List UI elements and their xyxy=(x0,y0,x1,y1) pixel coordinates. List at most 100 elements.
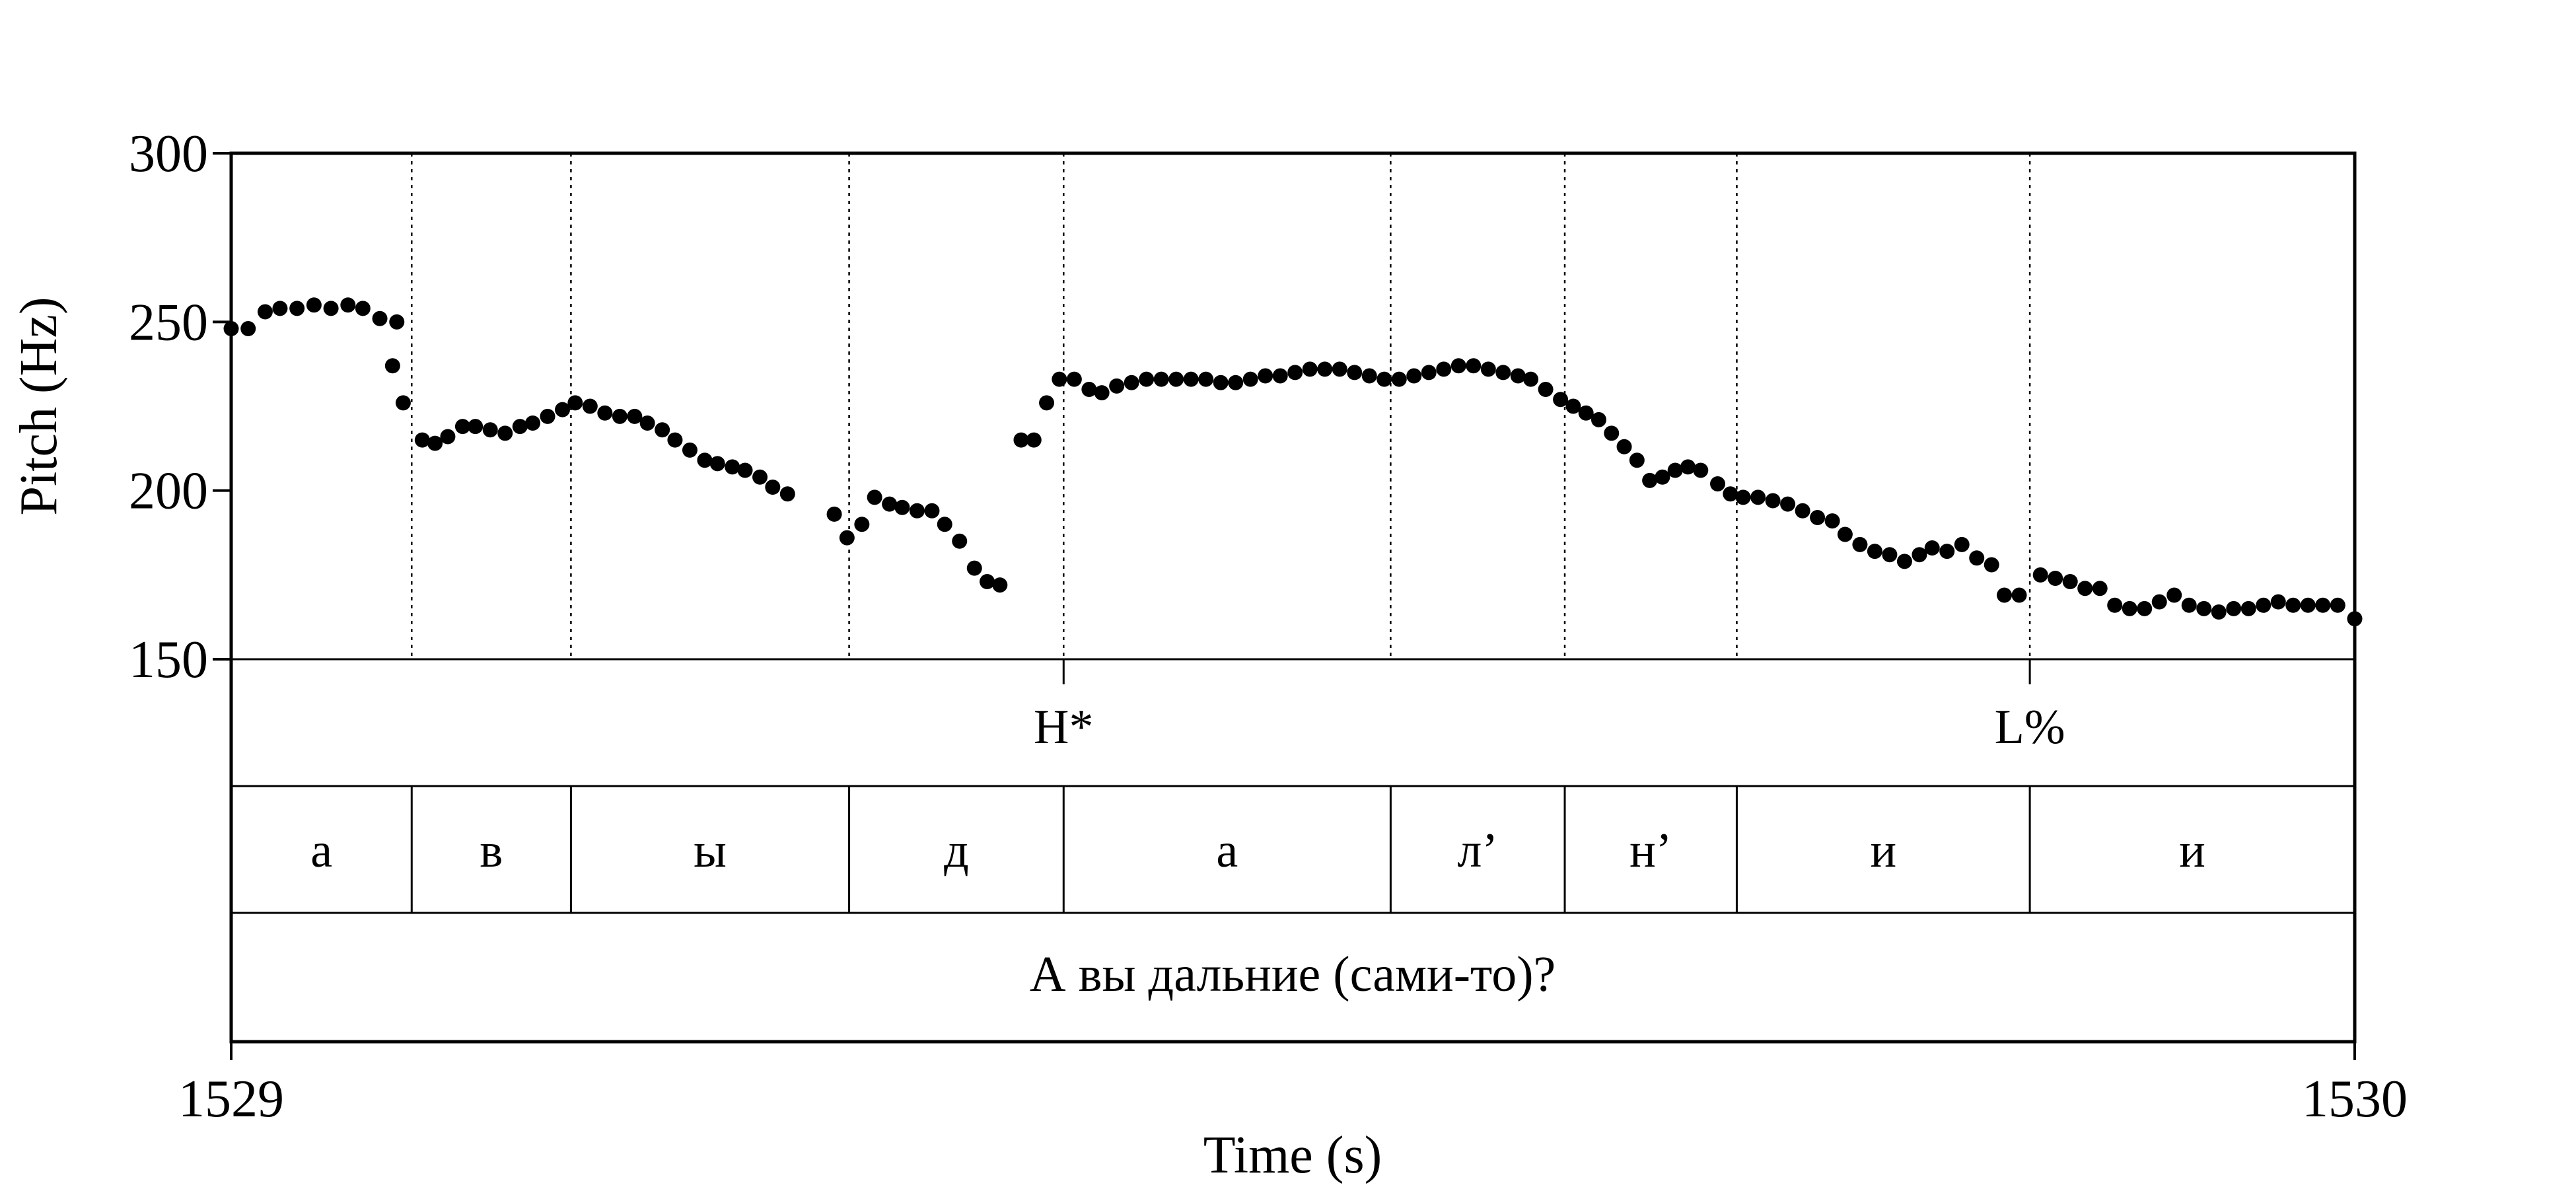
plot-area-border xyxy=(229,151,2357,1044)
pitch-point xyxy=(340,297,356,313)
pitch-point xyxy=(1052,371,1067,387)
x-tick-label: 1529 xyxy=(178,1070,284,1128)
pitch-point xyxy=(2211,604,2227,620)
segment-label: и xyxy=(1870,824,1896,878)
pitch-point xyxy=(1183,371,1199,387)
pitch-point xyxy=(1302,361,1318,377)
sentence-label: А вы дальние (сами-то)? xyxy=(1030,947,1556,1002)
pitch-point xyxy=(1153,371,1169,387)
pitch-point xyxy=(2048,570,2063,586)
x-axis-title: Time (s) xyxy=(1203,1126,1382,1184)
pitch-point xyxy=(882,496,898,512)
pitch-point xyxy=(1168,371,1184,387)
pitch-point xyxy=(2107,597,2123,613)
pitch-point xyxy=(1997,587,2013,603)
pitch-point xyxy=(1924,540,1940,556)
pitch-point xyxy=(779,486,795,502)
pitch-point xyxy=(854,517,870,532)
y-tick-label: 150 xyxy=(129,631,208,689)
y-axis-ticks: 300 250 200 150 xyxy=(129,125,231,689)
pitch-point xyxy=(1317,361,1333,377)
pitch-point xyxy=(1332,361,1347,377)
pitch-point xyxy=(482,422,498,438)
pitch-point xyxy=(1912,547,1927,563)
pitch-point xyxy=(1882,547,1898,563)
pitch-point xyxy=(2315,597,2331,613)
pitch-point xyxy=(2181,597,2197,613)
pitch-point xyxy=(752,469,768,485)
pitch-point xyxy=(1094,385,1110,401)
segment-label: и xyxy=(2179,824,2205,878)
pitch-point xyxy=(240,321,256,337)
segment-boundaries xyxy=(410,153,2031,913)
pitch-point xyxy=(737,462,753,478)
pitch-point xyxy=(1538,381,1554,397)
pitch-point xyxy=(2166,587,2182,603)
pitch-point xyxy=(2300,597,2316,613)
pitch-point xyxy=(468,419,483,435)
pitch-point xyxy=(1406,368,1422,384)
pitch-point xyxy=(2347,611,2363,627)
pitch-point xyxy=(1510,368,1526,384)
pitch-point xyxy=(839,530,855,546)
pitch-point xyxy=(1287,365,1303,380)
pitch-point xyxy=(2077,581,2093,596)
pitch-point xyxy=(1436,361,1452,377)
pitch-point xyxy=(1391,371,1407,387)
pitch-point xyxy=(1655,469,1670,485)
pitch-point xyxy=(1984,557,1999,573)
segment-label: н’ xyxy=(1629,824,1672,878)
pitch-point xyxy=(567,395,583,411)
pitch-point xyxy=(1750,489,1766,505)
pitch-point xyxy=(1837,526,1853,542)
x-tick-label: 1530 xyxy=(2302,1070,2408,1128)
chart-frame xyxy=(229,151,2357,1044)
pitch-point xyxy=(765,480,781,495)
pitch-point xyxy=(525,415,541,431)
pitch-point xyxy=(2011,587,2027,603)
tone-label: L% xyxy=(1995,700,2065,754)
pitch-point xyxy=(725,459,740,475)
pitch-point xyxy=(355,301,371,316)
pitch-point xyxy=(1710,476,1725,491)
pitch-point xyxy=(1693,462,1709,478)
pitch-point xyxy=(1896,554,1912,569)
pitch-point xyxy=(306,297,322,313)
pitch-point xyxy=(1013,432,1029,448)
pitch-points xyxy=(223,297,2363,627)
pitch-point xyxy=(582,398,598,414)
pitch-point xyxy=(1109,378,1125,394)
pitch-point xyxy=(1347,365,1363,380)
pitch-point xyxy=(497,425,513,441)
pitch-point xyxy=(395,395,411,411)
pitch-point xyxy=(909,503,925,519)
pitch-point xyxy=(454,419,470,435)
pitch-point xyxy=(1616,439,1632,454)
pitch-point xyxy=(2256,597,2272,613)
tone-tier: H* L% xyxy=(1034,659,2065,754)
pitch-point xyxy=(1421,365,1437,380)
pitch-point xyxy=(1723,486,1738,502)
segment-label: ы xyxy=(694,824,727,878)
tone-label: H* xyxy=(1034,700,1093,754)
pitch-point xyxy=(667,432,683,448)
pitch-point xyxy=(1578,405,1594,421)
pitch-point xyxy=(894,499,910,515)
pitch-point xyxy=(1242,371,1258,387)
pitch-point xyxy=(1026,432,1042,448)
pitch-point xyxy=(682,442,698,458)
pitch-point xyxy=(2285,597,2301,613)
pitch-point xyxy=(1198,371,1214,387)
y-axis-title: Pitch (Hz) xyxy=(10,297,68,515)
pitch-point xyxy=(2062,574,2078,590)
y-tick-label: 200 xyxy=(129,462,208,521)
segment-label: л’ xyxy=(1457,824,1498,878)
pitch-point xyxy=(1780,496,1796,512)
pitch-point xyxy=(1795,503,1810,519)
pitch-point xyxy=(924,503,940,519)
pitch-point xyxy=(1642,472,1658,488)
pitch-point xyxy=(427,435,443,451)
segment-label: в xyxy=(480,824,503,878)
pitch-point xyxy=(2151,594,2167,610)
pitch-point xyxy=(540,408,555,424)
